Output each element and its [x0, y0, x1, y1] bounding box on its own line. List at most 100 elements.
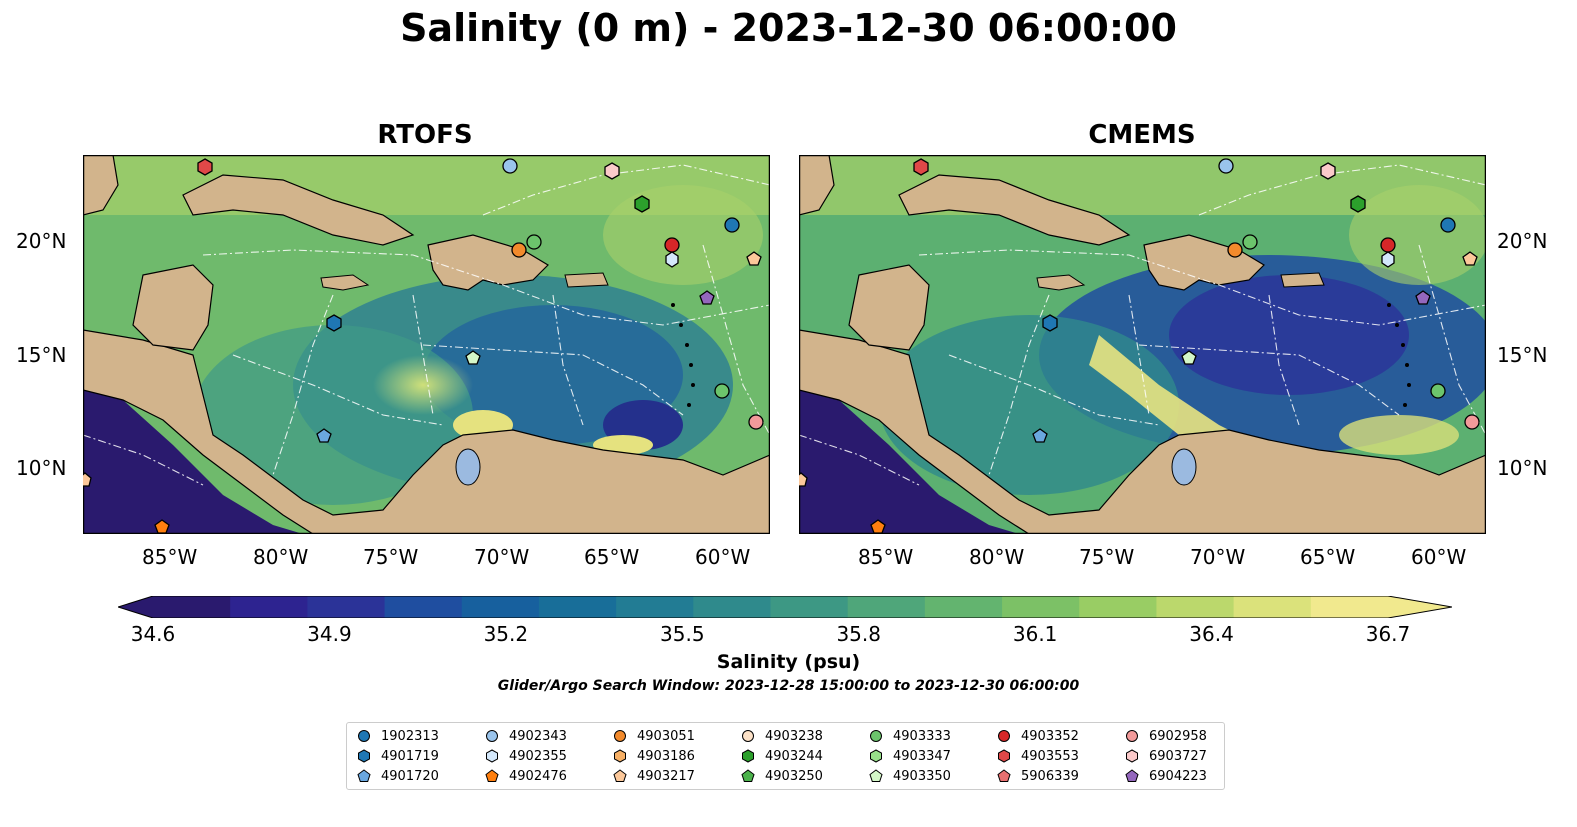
- legend-item: 1902313: [357, 726, 439, 746]
- cmems-map: [799, 155, 1486, 534]
- lat-tick-label: 20°N: [16, 229, 67, 253]
- hexagon-marker-icon: [1126, 749, 1138, 763]
- legend-item: 6904223: [1125, 766, 1207, 786]
- colorbar-tick-label: 34.6: [130, 622, 176, 646]
- circle-marker-icon: [742, 730, 754, 742]
- lon-tick-label: 85°W: [142, 545, 198, 569]
- colorbar-segment: [1310, 596, 1389, 618]
- lat-tick-label: 10°N: [16, 456, 67, 480]
- legend-label: 6904223: [1149, 768, 1207, 784]
- colorbar-tick-label: 36.1: [1012, 622, 1058, 646]
- pentagon-marker-icon: [613, 769, 627, 782]
- colorbar-segment: [538, 596, 617, 618]
- legend-label: 4903238: [765, 728, 823, 744]
- float-legend: 1902313 4901719 4901720 4902343 4902355 49024…: [346, 722, 1225, 790]
- legend-label: 4903250: [765, 768, 823, 784]
- pentagon-marker-icon: [357, 769, 371, 782]
- colorbar-segment: [230, 596, 308, 618]
- legend-item: 4903238: [741, 726, 823, 746]
- lon-tick-label: 75°W: [363, 545, 419, 569]
- colorbar-segment: [384, 596, 463, 618]
- colorbar-segment: [693, 596, 771, 618]
- legend-label: 6903727: [1149, 748, 1207, 764]
- legend-label: 4903350: [893, 768, 951, 784]
- panel-title-rtofs: RTOFS: [377, 120, 473, 150]
- legend-label: 6902958: [1149, 728, 1207, 744]
- circle-marker-icon: [870, 730, 882, 742]
- pentagon-marker-icon: [741, 769, 755, 782]
- panel-title-cmems: CMEMS: [1088, 120, 1196, 150]
- legend-label: 1902313: [381, 728, 439, 744]
- legend-item: 4902355: [485, 746, 567, 766]
- legend-item: 4903347: [869, 746, 951, 766]
- colorbar-extend-low: [118, 596, 153, 618]
- lon-tick-label: 80°W: [253, 545, 309, 569]
- pentagon-marker-icon: [485, 769, 499, 782]
- legend-item: 4902476: [485, 766, 567, 786]
- legend-label: 4903186: [637, 748, 695, 764]
- legend-item: 5906339: [997, 766, 1079, 786]
- legend-label: 4902343: [509, 728, 567, 744]
- legend-item: 4901719: [357, 746, 439, 766]
- colorbar-segment: [924, 596, 1003, 618]
- legend-label: 4903352: [1021, 728, 1079, 744]
- legend-label: 4903244: [765, 748, 823, 764]
- lon-tick-label: 60°W: [695, 545, 751, 569]
- lon-tick-label: 80°W: [969, 545, 1025, 569]
- legend-item: 4903352: [997, 726, 1079, 746]
- hexagon-marker-icon: [486, 749, 498, 763]
- lat-tick-label: 15°N: [16, 343, 67, 367]
- legend-label: 4901720: [381, 768, 439, 784]
- circle-marker-icon: [614, 730, 626, 742]
- colorbar-segment: [153, 596, 231, 618]
- colorbar-segment: [770, 596, 849, 618]
- colorbar-segment: [1233, 596, 1312, 618]
- colorbar-segment: [1079, 596, 1157, 618]
- circle-marker-icon: [358, 730, 370, 742]
- legend-item: 4903333: [869, 726, 951, 746]
- colorbar-tick-label: 36.7: [1365, 622, 1411, 646]
- hexagon-marker-icon: [742, 749, 754, 763]
- legend-label: 4903553: [1021, 748, 1079, 764]
- hexagon-marker-icon: [870, 749, 882, 763]
- pentagon-marker-icon: [997, 769, 1011, 782]
- rtofs-map: [83, 155, 770, 534]
- legend-label: 5906339: [1021, 768, 1079, 784]
- pentagon-marker-icon: [1125, 769, 1139, 782]
- colorbar-tick-label: 35.2: [483, 622, 529, 646]
- lon-tick-label: 60°W: [1411, 545, 1467, 569]
- salinity-colorbar: [118, 596, 1452, 618]
- circle-marker-icon: [486, 730, 498, 742]
- legend-item: 4901720: [357, 766, 439, 786]
- colorbar-tick-label: 36.4: [1189, 622, 1234, 646]
- legend-item: 6902958: [1125, 726, 1207, 746]
- legend-item: 4903244: [741, 746, 823, 766]
- legend-label: 4903051: [637, 728, 695, 744]
- lon-tick-label: 70°W: [1190, 545, 1246, 569]
- circle-marker-icon: [1126, 730, 1138, 742]
- colorbar-segment: [1002, 596, 1080, 618]
- lon-tick-label: 75°W: [1079, 545, 1135, 569]
- legend-item: 4903051: [613, 726, 695, 746]
- lat-tick-label: 10°N: [1497, 456, 1548, 480]
- colorbar-segment: [307, 596, 386, 618]
- hexagon-marker-icon: [614, 749, 626, 763]
- legend-item: 4903350: [869, 766, 951, 786]
- colorbar-extend-high: [1388, 596, 1452, 618]
- hexagon-marker-icon: [998, 749, 1010, 763]
- lat-tick-label: 15°N: [1497, 343, 1548, 367]
- legend-label: 4903347: [893, 748, 951, 764]
- colorbar-tick-label: 35.8: [836, 622, 881, 646]
- legend-label: 4903333: [893, 728, 951, 744]
- legend-label: 4903217: [637, 768, 695, 784]
- lon-tick-label: 65°W: [1300, 545, 1356, 569]
- legend-item: 4902343: [485, 726, 567, 746]
- legend-item: 4903217: [613, 766, 695, 786]
- figure-title: Salinity (0 m) - 2023-12-30 06:00:00: [400, 6, 1177, 50]
- legend-item: 4903186: [613, 746, 695, 766]
- lon-tick-label: 85°W: [858, 545, 914, 569]
- legend-label: 4902355: [509, 748, 567, 764]
- circle-marker-icon: [998, 730, 1010, 742]
- legend-label: 4901719: [381, 748, 439, 764]
- colorbar-segment: [847, 596, 926, 618]
